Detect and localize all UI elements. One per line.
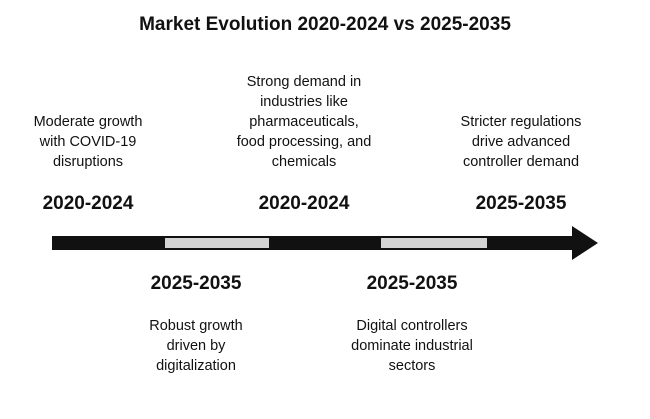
description-line: pharmaceuticals, (249, 114, 359, 130)
milestone-3-description: Strong demand in industries like pharmac… (214, 72, 394, 172)
description-line: with COVID-19 (39, 134, 137, 150)
description-line: Stricter regulations (460, 114, 582, 130)
description-line: dominate industrial (351, 338, 473, 354)
description-line: Digital controllers (356, 318, 468, 334)
description-line: Strong demand in (246, 74, 362, 90)
description-line: controller demand (462, 154, 580, 170)
description-line: industries like (260, 94, 348, 110)
milestone-3-period: 2020-2024 (258, 193, 350, 214)
milestone-5-description: Stricter regulations drive advanced cont… (431, 112, 611, 172)
description-line: chemicals (271, 154, 337, 170)
description-line: digitalization (156, 358, 236, 374)
timeline-segment-3 (270, 236, 378, 250)
arrow-head (572, 226, 598, 260)
timeline-segment-5 (488, 236, 574, 250)
description-line: disruptions (52, 154, 124, 170)
milestone-1-description: Moderate growth with COVID-19 disruption… (0, 112, 178, 172)
description-line: drive advanced (471, 134, 571, 150)
description-line: Robust growth (149, 318, 243, 334)
diagram-title: Market Evolution 2020-2024 vs 2025-2035 (139, 14, 511, 35)
timeline-segment-1 (52, 236, 162, 250)
timeline-segment-2-fill (165, 238, 269, 248)
milestone-4-description: Digital controllers dominate industrial … (322, 316, 502, 376)
description-line: food processing, and (236, 134, 372, 150)
milestone-2-period: 2025-2035 (150, 273, 242, 294)
milestone-5-period: 2025-2035 (475, 193, 567, 214)
description-line: driven by (166, 338, 226, 354)
milestone-1-period: 2020-2024 (42, 193, 134, 214)
description-line: Moderate growth (33, 114, 143, 130)
timeline-segment-4-fill (381, 238, 487, 248)
description-line: sectors (388, 358, 436, 374)
milestone-4-period: 2025-2035 (366, 273, 458, 294)
milestone-2-description: Robust growth driven by digitalization (106, 316, 286, 376)
